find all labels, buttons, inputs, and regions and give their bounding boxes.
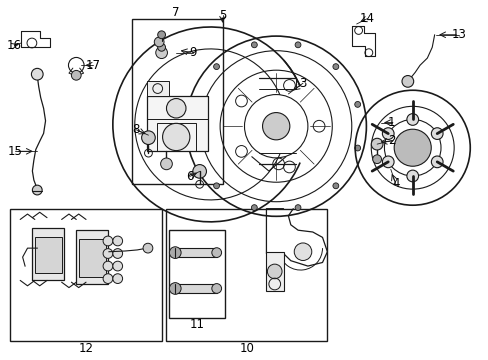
Ellipse shape bbox=[430, 128, 442, 139]
Text: 2: 2 bbox=[387, 134, 395, 147]
Ellipse shape bbox=[160, 158, 172, 170]
Text: 7: 7 bbox=[171, 6, 179, 19]
Ellipse shape bbox=[430, 156, 442, 168]
Ellipse shape bbox=[158, 44, 165, 51]
Ellipse shape bbox=[267, 264, 282, 279]
Ellipse shape bbox=[113, 261, 122, 271]
Text: 1: 1 bbox=[387, 116, 395, 129]
Ellipse shape bbox=[142, 131, 155, 144]
Bar bbox=[32, 228, 64, 280]
Ellipse shape bbox=[158, 31, 165, 39]
Ellipse shape bbox=[169, 283, 181, 294]
Ellipse shape bbox=[294, 42, 300, 48]
Text: 15: 15 bbox=[8, 145, 23, 158]
Ellipse shape bbox=[113, 236, 122, 246]
Text: 5: 5 bbox=[219, 9, 226, 22]
Bar bbox=[35, 237, 61, 273]
Text: 3: 3 bbox=[299, 77, 306, 90]
Ellipse shape bbox=[113, 274, 122, 283]
Ellipse shape bbox=[154, 37, 163, 47]
Bar bbox=[10, 209, 161, 341]
Ellipse shape bbox=[103, 236, 113, 246]
Text: 12: 12 bbox=[79, 342, 93, 355]
Ellipse shape bbox=[71, 71, 81, 80]
Ellipse shape bbox=[382, 128, 393, 139]
Bar bbox=[157, 123, 195, 151]
Text: 14: 14 bbox=[359, 12, 374, 25]
Ellipse shape bbox=[332, 64, 338, 69]
Ellipse shape bbox=[143, 243, 153, 253]
Ellipse shape bbox=[393, 129, 430, 166]
Text: 6: 6 bbox=[186, 170, 193, 183]
Bar bbox=[76, 230, 108, 284]
Text: 11: 11 bbox=[189, 318, 204, 331]
Bar bbox=[147, 81, 168, 96]
Text: 8: 8 bbox=[132, 123, 140, 136]
Ellipse shape bbox=[382, 156, 393, 168]
Ellipse shape bbox=[166, 99, 185, 118]
Bar bbox=[168, 230, 224, 318]
Ellipse shape bbox=[32, 185, 42, 195]
Ellipse shape bbox=[213, 64, 219, 69]
Ellipse shape bbox=[169, 247, 181, 258]
Bar bbox=[175, 248, 216, 257]
Ellipse shape bbox=[406, 114, 418, 125]
Ellipse shape bbox=[103, 249, 113, 258]
Ellipse shape bbox=[162, 123, 189, 150]
Ellipse shape bbox=[213, 183, 219, 189]
Ellipse shape bbox=[31, 68, 43, 80]
Text: 17: 17 bbox=[86, 59, 101, 72]
Ellipse shape bbox=[156, 47, 167, 59]
Ellipse shape bbox=[103, 261, 113, 271]
Ellipse shape bbox=[191, 102, 197, 107]
Ellipse shape bbox=[294, 243, 311, 261]
Ellipse shape bbox=[211, 248, 221, 257]
Ellipse shape bbox=[211, 284, 221, 293]
Text: 16: 16 bbox=[7, 39, 22, 52]
Ellipse shape bbox=[103, 274, 113, 283]
Ellipse shape bbox=[251, 42, 257, 48]
Ellipse shape bbox=[354, 145, 360, 151]
Bar bbox=[266, 252, 283, 291]
Bar bbox=[132, 19, 222, 184]
Text: 9: 9 bbox=[189, 46, 197, 59]
Text: 4: 4 bbox=[391, 177, 399, 190]
Bar bbox=[147, 96, 207, 151]
Ellipse shape bbox=[294, 205, 300, 211]
Text: 13: 13 bbox=[451, 28, 466, 41]
Ellipse shape bbox=[354, 102, 360, 107]
Bar bbox=[147, 96, 207, 119]
Ellipse shape bbox=[401, 76, 413, 87]
Text: 10: 10 bbox=[239, 342, 254, 355]
Ellipse shape bbox=[372, 155, 381, 163]
Ellipse shape bbox=[370, 138, 382, 150]
Bar bbox=[79, 239, 105, 277]
Ellipse shape bbox=[262, 113, 289, 140]
Ellipse shape bbox=[192, 165, 206, 178]
Ellipse shape bbox=[191, 145, 197, 151]
Ellipse shape bbox=[113, 249, 122, 258]
Ellipse shape bbox=[332, 183, 338, 189]
Bar bbox=[166, 209, 327, 341]
Ellipse shape bbox=[406, 170, 418, 182]
Ellipse shape bbox=[251, 205, 257, 211]
Bar bbox=[175, 284, 216, 293]
